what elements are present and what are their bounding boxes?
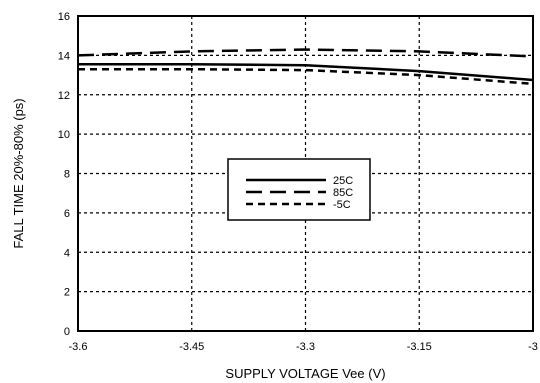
y-tick-labels: 0 2 4 6 8 10 12 14 16 — [58, 11, 70, 338]
plot-frame — [77, 15, 534, 332]
series-line-25c — [78, 62, 534, 82]
series-line-85c — [77, 48, 534, 58]
y-tick-label: 4 — [64, 247, 70, 259]
series-layer — [77, 48, 534, 86]
y-tick-label: 2 — [64, 287, 70, 299]
x-tick-label: -3.15 — [407, 341, 432, 353]
y-tick-label: 10 — [58, 129, 70, 141]
x-axis-title: SUPPLY VOLTAGE Vee (V) — [225, 366, 385, 381]
x-tick-label: -3.45 — [179, 341, 204, 353]
grid — [78, 16, 533, 331]
y-axis-title: FALL TIME 20%-80% (ps) — [11, 98, 26, 248]
legend-label: 25C — [333, 175, 353, 187]
y-tick-label: 8 — [64, 169, 70, 181]
x-tick-label: -3.6 — [69, 341, 88, 353]
x-tick-label: -3.3 — [296, 341, 315, 353]
legend-box — [227, 158, 371, 221]
legend-label: 85C — [333, 187, 353, 199]
y-tick-label: 16 — [58, 11, 70, 23]
y-tick-label: 0 — [64, 326, 70, 338]
legend-label: -5C — [333, 199, 351, 211]
x-tick-labels: -3.6 -3.45 -3.3 -3.15 -3 — [69, 341, 538, 353]
y-tick-label: 12 — [58, 90, 70, 102]
series-line--5c — [78, 67, 534, 86]
x-tick-label: -3 — [528, 341, 538, 353]
y-tick-label: 6 — [64, 208, 70, 220]
y-tick-label: 14 — [58, 50, 70, 62]
